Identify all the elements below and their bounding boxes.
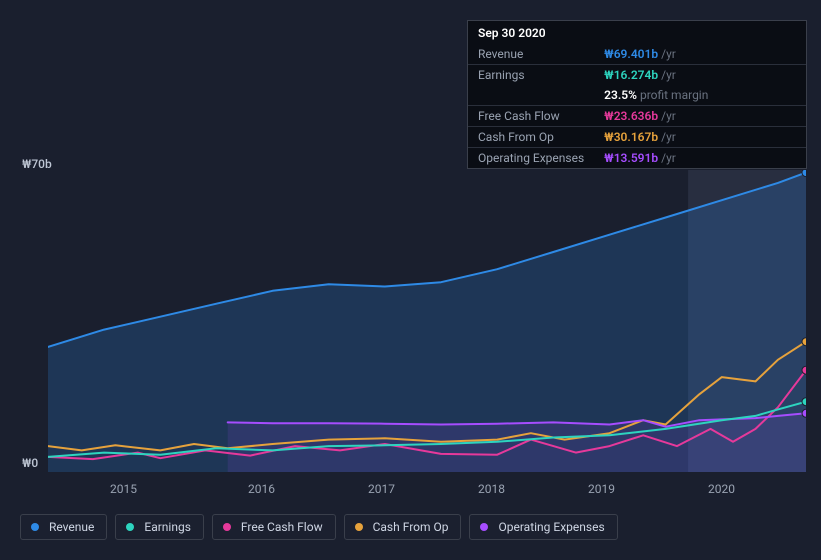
legend-item[interactable]: Operating Expenses [469,514,617,540]
financials-chart [48,170,806,472]
tooltip-row-label: Revenue [468,44,594,65]
tooltip-date: Sep 30 2020 [468,21,806,44]
x-axis-label: 2019 [588,482,615,496]
legend-dot-icon [31,523,39,531]
tooltip-row-value: ₩23.636b /yr [594,106,806,127]
tooltip-row-value: ₩13.591b /yr [594,148,806,169]
tooltip-row-value: 23.5% profit margin [594,85,806,106]
tooltip-row-value: ₩30.167b /yr [594,127,806,148]
series-end-dot-opex[interactable] [802,409,806,417]
chart-legend: Revenue Earnings Free Cash Flow Cash From O… [20,514,618,540]
tooltip-row-label: Cash From Op [468,127,594,148]
legend-dot-icon [223,523,231,531]
tooltip-row-label [468,85,594,106]
legend-label: Earnings [144,520,191,534]
legend-item[interactable]: Earnings [115,514,204,540]
legend-label: Free Cash Flow [241,520,323,534]
legend-item[interactable]: Cash From Op [344,514,462,540]
tooltip-row-value: ₩16.274b /yr [594,65,806,86]
legend-dot-icon [126,523,134,531]
x-axis-label: 2015 [110,482,137,496]
legend-dot-icon [355,523,363,531]
legend-label: Operating Expenses [498,520,604,534]
x-axis-label: 2016 [248,482,275,496]
legend-dot-icon [480,523,488,531]
x-axis-label: 2017 [368,482,395,496]
legend-item[interactable]: Revenue [20,514,107,540]
y-axis-max-label: ₩70b [22,157,52,171]
chart-tooltip: Sep 30 2020 Revenue₩69.401b /yrEarnings₩… [467,20,807,169]
legend-item[interactable]: Free Cash Flow [212,514,336,540]
series-end-dot-cashfromop[interactable] [802,338,806,346]
tooltip-row-label: Earnings [468,65,594,86]
legend-label: Cash From Op [373,520,449,534]
y-axis-min-label: ₩0 [22,456,38,470]
series-end-dot-fcf[interactable] [802,366,806,374]
tooltip-row-label: Free Cash Flow [468,106,594,127]
x-axis-label: 2018 [478,482,505,496]
tooltip-table: Revenue₩69.401b /yrEarnings₩16.274b /yr2… [468,44,806,168]
series-end-dot-earnings[interactable] [802,398,806,406]
legend-label: Revenue [49,520,94,534]
tooltip-row-value: ₩69.401b /yr [594,44,806,65]
x-axis-label: 2020 [708,482,735,496]
tooltip-row-label: Operating Expenses [468,148,594,169]
